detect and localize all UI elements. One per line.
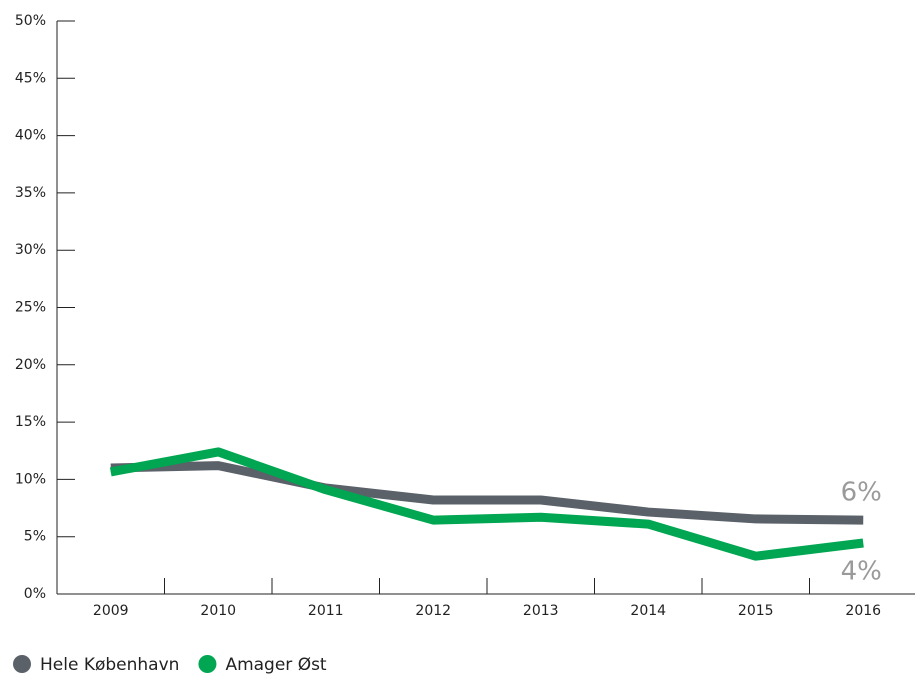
- y-tick-label: 30%: [15, 242, 46, 258]
- y-tick-label: 5%: [24, 529, 46, 545]
- x-tick-label: 2013: [523, 603, 559, 619]
- x-tick-label: 2010: [200, 603, 236, 619]
- y-tick-label: 0%: [24, 586, 46, 602]
- x-tick-label: 2014: [630, 603, 666, 619]
- x-tick-label: 2012: [415, 603, 451, 619]
- y-tick-label: 25%: [15, 300, 46, 316]
- legend-swatch: [13, 655, 31, 673]
- legend-label: Hele København: [40, 655, 179, 675]
- y-tick-label: 20%: [15, 357, 46, 373]
- y-tick-label: 45%: [15, 70, 46, 86]
- y-tick-label: 10%: [15, 471, 46, 487]
- x-tick-label: 2016: [845, 603, 881, 619]
- annotation: 4%: [841, 557, 882, 587]
- y-tick-label: 40%: [15, 128, 46, 144]
- x-tick-label: 2011: [308, 603, 344, 619]
- legend-label: Amager Øst: [225, 655, 326, 675]
- y-tick-label: 15%: [15, 414, 46, 430]
- x-tick-label: 2009: [93, 603, 129, 619]
- series-line: [110, 461, 864, 525]
- y-tick-label: 50%: [15, 13, 46, 29]
- legend-swatch: [198, 655, 217, 673]
- annotation: 6%: [841, 478, 882, 508]
- y-tick-label: 35%: [15, 185, 46, 201]
- series-line: [109, 447, 864, 561]
- x-tick-label: 2015: [738, 603, 774, 619]
